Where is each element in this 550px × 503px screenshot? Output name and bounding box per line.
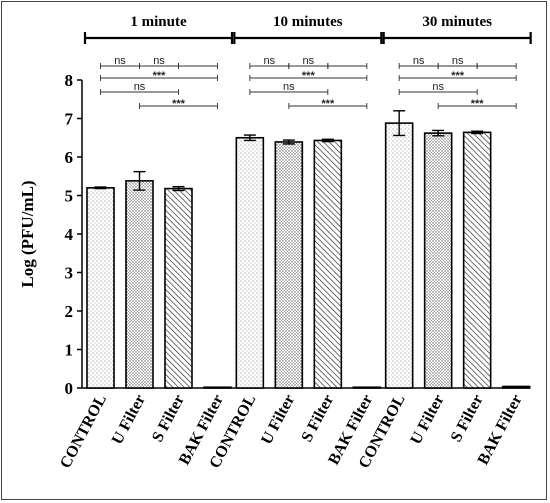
significance-label: ***	[172, 98, 186, 110]
group-title: 10 minutes	[273, 14, 343, 30]
x-tick-label: U Filter	[258, 392, 298, 447]
significance-label: ***	[451, 70, 465, 82]
bar-3-group-2	[501, 385, 531, 389]
x-tick-label: CONTROL	[57, 392, 110, 471]
significance-label: ***	[321, 98, 335, 110]
significance-label: ns	[264, 55, 276, 67]
significance-label: ns	[283, 81, 295, 93]
bar-1-group-0	[125, 180, 154, 389]
significance-label: ns	[432, 81, 444, 93]
y-tick-label: 1	[65, 341, 74, 360]
group-title: 1 minute	[130, 14, 187, 30]
significance-label: ***	[302, 70, 316, 82]
error-bars	[94, 110, 484, 192]
significance-label: ns	[114, 55, 126, 67]
y-axis-title: Log (PFU/mL)	[18, 180, 37, 287]
bar-2-group-2	[462, 131, 492, 389]
y-tick-label: 5	[65, 187, 74, 206]
group-title: 30 minutes	[422, 14, 492, 30]
y-tick-label: 2	[65, 302, 74, 321]
significance-label: ns	[134, 81, 146, 93]
y-tick-label: 3	[65, 264, 74, 283]
y-tick-label: 0	[65, 379, 74, 398]
x-tick-label: S Filter	[149, 392, 188, 445]
x-tick-label: S Filter	[298, 392, 337, 445]
y-tick-label: 7	[65, 110, 74, 129]
y-tick-label: 8	[65, 71, 74, 90]
x-tick-label: U Filter	[407, 392, 447, 447]
bars	[86, 122, 531, 389]
x-tick-label: U Filter	[109, 392, 149, 447]
group-brackets: 1 minute 10 minutes 30 minutes	[83, 14, 532, 44]
y-tick-label: 6	[65, 148, 74, 167]
x-tick-label: S Filter	[448, 392, 487, 445]
significance-label: ns	[413, 55, 425, 67]
bar-0-group-1	[235, 136, 265, 389]
y-tick-label: 4	[65, 225, 74, 244]
bar-2-group-1	[313, 139, 343, 389]
bar-0-group-0	[86, 187, 115, 389]
significance-label: ns	[452, 55, 464, 67]
significance-annotations: ns ns *** ns *** ns ns *** ns *** ns ns *** ns ***	[100, 55, 517, 110]
significance-label: ns	[303, 55, 315, 67]
y-ticks: 0 1 2 3 4 5 6 7 8	[65, 71, 82, 398]
significance-label: ***	[471, 98, 485, 110]
significance-label: ***	[153, 70, 167, 82]
bar-1-group-2	[423, 132, 453, 389]
bar-0-group-2	[384, 122, 414, 389]
significance-label: ns	[153, 55, 165, 67]
bar-3-group-0	[203, 386, 232, 389]
bar-1-group-1	[274, 141, 304, 389]
bar-2-group-0	[164, 187, 193, 389]
bar-3-group-1	[352, 386, 382, 389]
